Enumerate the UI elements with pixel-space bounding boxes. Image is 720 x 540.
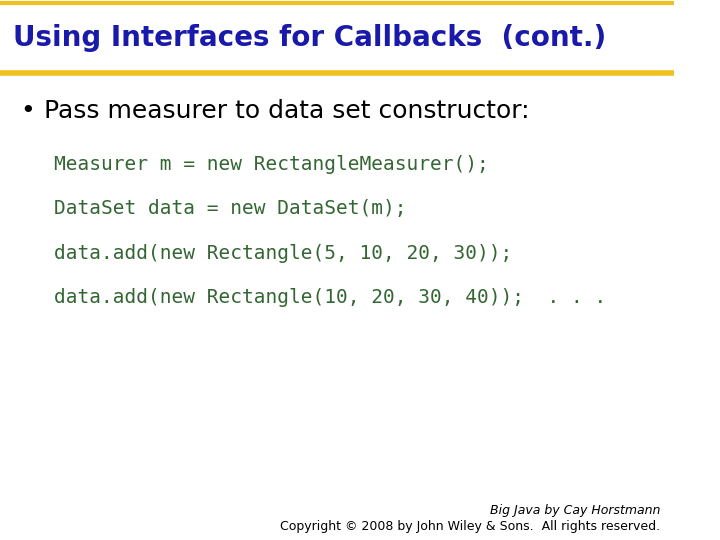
Text: Measurer m = new RectangleMeasurer();: Measurer m = new RectangleMeasurer();	[54, 155, 489, 174]
Text: Copyright © 2008 by John Wiley & Sons.  All rights reserved.: Copyright © 2008 by John Wiley & Sons. A…	[280, 520, 660, 533]
Text: Pass measurer to data set constructor:: Pass measurer to data set constructor:	[44, 99, 529, 123]
Text: data.add(new Rectangle(5, 10, 20, 30));: data.add(new Rectangle(5, 10, 20, 30));	[54, 244, 512, 263]
Text: •: •	[20, 99, 35, 123]
Text: data.add(new Rectangle(10, 20, 30, 40));  . . .: data.add(new Rectangle(10, 20, 30, 40));…	[54, 288, 606, 307]
Text: Using Interfaces for Callbacks  (cont.): Using Interfaces for Callbacks (cont.)	[14, 24, 607, 52]
Text: DataSet data = new DataSet(m);: DataSet data = new DataSet(m);	[54, 199, 406, 219]
Text: Big Java by Cay Horstmann: Big Java by Cay Horstmann	[490, 504, 660, 517]
